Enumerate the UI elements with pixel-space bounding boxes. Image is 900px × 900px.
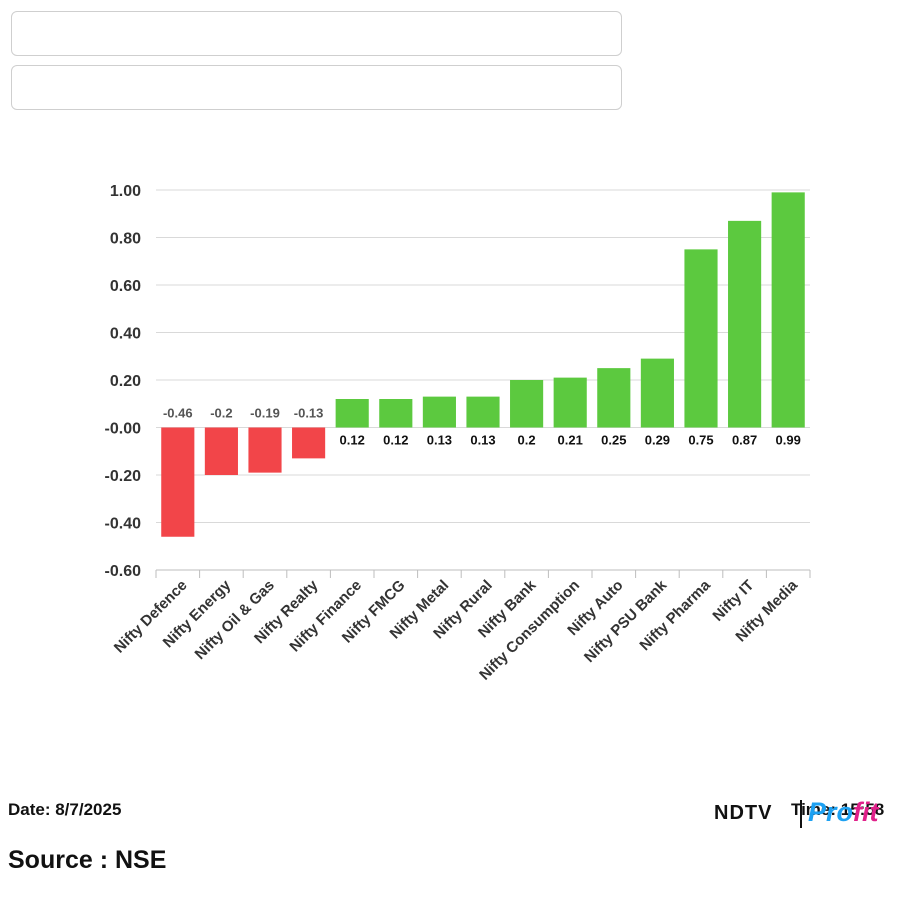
bar-9 [553,377,587,428]
chart-bars [161,192,805,537]
y-tick-label: -0.60 [105,563,142,580]
data-label-11: 0.29 [645,433,670,448]
y-axis: 1.00 0.80 0.60 0.40 0.20 -0.00 -0.20 -0.40 -0.60 [105,183,142,580]
footer-date: Date: 8/7/2025 [8,800,122,819]
data-label-9: 0.21 [558,433,583,448]
data-label-13: 0.87 [732,433,757,448]
filter-input-2[interactable] [11,65,622,110]
data-label-7: 0.13 [470,433,495,448]
y-tick-label: -0.40 [105,516,142,533]
bar-4 [335,399,369,428]
logo-sub-suffix: fit [853,797,879,827]
data-label-8: 0.2 [518,433,536,448]
bar-14 [771,192,805,428]
y-tick-label: 0.80 [110,231,141,248]
footer-time: Time: 15:58 [791,800,885,819]
bar-0 [161,427,195,537]
data-label-14: 0.99 [776,433,801,448]
logo-sub: Profit [808,797,879,828]
bar-12 [684,249,718,428]
y-tick-label: 0.60 [110,278,141,295]
data-label-0: -0.46 [163,406,193,421]
footer-source: Source : NSE [8,846,167,874]
logo-brand: NDTV [714,802,773,824]
data-label-4: 0.12 [340,433,365,448]
data-label-10: 0.25 [601,433,626,448]
data-labels: -0.46 -0.2 -0.19 -0.13 0.12 0.12 0.13 0.13 0.2 0.… [163,406,801,448]
y-tick-label: 0.20 [110,373,141,390]
bar-6 [422,396,456,428]
y-tick-label: -0.20 [105,468,142,485]
x-tick-label: Nifty Defence [111,577,191,657]
bar-3 [292,427,326,459]
data-label-2: -0.19 [250,406,280,421]
ndtv-profit-logo: NDTV Profit [714,797,894,830]
filter-input-1[interactable] [11,11,622,56]
y-tick-label: 0.40 [110,326,141,343]
data-label-12: 0.75 [688,433,713,448]
bar-11 [640,358,674,428]
bar-8 [510,380,544,428]
y-tick-label: 1.00 [110,183,141,200]
y-tick-label: -0.00 [105,421,142,438]
bar-2 [248,427,282,473]
data-label-5: 0.12 [383,433,408,448]
logo-sub-prefix: Pro [808,797,854,827]
bar-7 [466,396,500,428]
data-label-3: -0.13 [294,406,324,421]
logo-divider [800,800,802,828]
data-label-6: 0.13 [427,433,452,448]
bar-1 [204,427,238,475]
data-label-1: -0.2 [210,406,232,421]
bar-13 [728,220,762,428]
bar-5 [379,399,413,428]
bar-10 [597,368,631,428]
